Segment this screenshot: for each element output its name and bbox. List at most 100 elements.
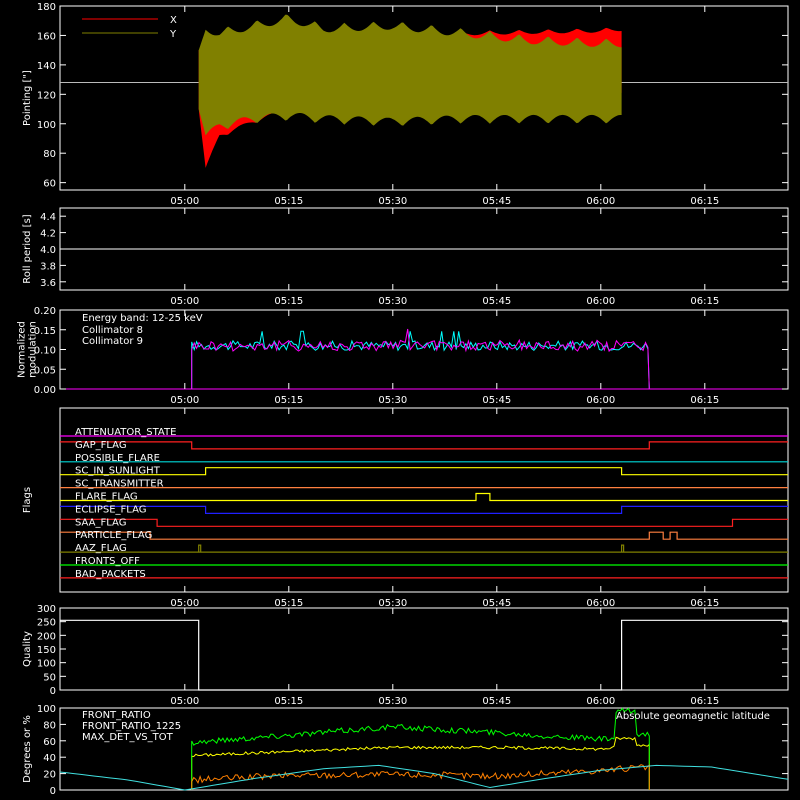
degrees-series-2 — [191, 764, 650, 790]
panel-2-ytick-label-2: 0.10 — [34, 346, 56, 357]
panel-5-ytick-label-2: 40 — [43, 753, 56, 764]
quality-line — [60, 619, 788, 691]
modulation-series-1 — [191, 328, 650, 390]
flag-label-gap_flag: GAP_FLAG — [75, 440, 127, 451]
panel-0-ytick-label-4: 140 — [37, 61, 56, 72]
panel-1-ylabel: Roll period [s] — [22, 214, 33, 283]
panel-0-ytick-label-3: 120 — [37, 90, 56, 101]
panel-5-frame — [59, 707, 789, 791]
panel-4-ytick-label-5: 250 — [37, 618, 56, 629]
panel-4-ytick-label-4: 200 — [37, 631, 56, 642]
panel-0-ytick-label-1: 80 — [43, 149, 56, 160]
flag-line-saa_flag — [60, 518, 788, 527]
flag-label-particle_flag: PARTICLE_FLAG — [75, 530, 152, 541]
panel-3-xtick-label-3: 05:45 — [482, 598, 511, 609]
pointing-legend-label-Y: Y — [169, 29, 177, 40]
panel-4-ytick-label-0: 0 — [50, 686, 56, 697]
panel-0-ylabel: Pointing ["] — [22, 70, 33, 126]
panel-2-xtick-label-2: 05:30 — [378, 395, 407, 406]
flag-label-saa_flag: SAA_FLAG — [75, 517, 126, 528]
flag-label-aaz_flag: AAZ_FLAG — [75, 543, 127, 554]
panel-2-ylabel-1: modulation — [28, 321, 39, 378]
panel-1-xtick-label-0: 05:00 — [170, 296, 199, 307]
flag-line-aaz_flag — [60, 544, 788, 553]
panel-0-xtick-label-3: 05:45 — [482, 196, 511, 207]
panel-4-xtick-label-0: 05:00 — [170, 696, 199, 707]
panel-4-xtick-label-5: 06:15 — [690, 696, 719, 707]
flag-line-particle_flag — [60, 531, 788, 540]
panel-3-xtick-label-2: 05:30 — [378, 598, 407, 609]
degrees-series-1 — [191, 707, 650, 790]
panel-5-ytick-label-3: 60 — [43, 737, 56, 748]
degrees-series-0 — [191, 736, 650, 790]
panel-5-ytick-label-5: 100 — [37, 704, 56, 715]
flag-label-sc_transmitter: SC_TRANSMITTER — [75, 479, 164, 490]
panel-4-ytick-label-2: 100 — [37, 659, 56, 670]
panel-0-ytick-label-6: 180 — [37, 2, 56, 13]
flag-label-fronts_off: FRONTS_OFF — [75, 556, 140, 567]
pointing-legend-label-X: X — [170, 15, 177, 26]
panel-1-ytick-label-1: 3.8 — [40, 261, 56, 272]
panel-0-frame — [59, 5, 789, 191]
panel-2-xtick-label-0: 05:00 — [170, 395, 199, 406]
panel-0-xtick-label-4: 06:00 — [586, 196, 615, 207]
panel-3-xtick-label-5: 06:15 — [690, 598, 719, 609]
panel-4-xtick-label-2: 05:30 — [378, 696, 407, 707]
panel-1-ytick-label-3: 4.2 — [40, 229, 56, 240]
degrees-legend-label-1: FRONT_RATIO_1225 — [82, 721, 181, 732]
degrees-series-3 — [59, 764, 789, 791]
panel-4-xtick-label-1: 05:15 — [274, 696, 303, 707]
panel-0-ytick-label-5: 160 — [37, 31, 56, 42]
panel-1-xtick-label-4: 06:00 — [586, 296, 615, 307]
panel-2-xtick-label-1: 05:15 — [274, 395, 303, 406]
degrees-annotation: Absolute geomagnetic latitude — [616, 711, 770, 722]
panel-1-xtick-label-2: 05:30 — [378, 296, 407, 307]
panel-1-ytick-label-4: 4.4 — [40, 212, 56, 223]
panel-4-ytick-label-3: 150 — [37, 645, 56, 656]
panel-2-ytick-label-0: 0.00 — [34, 385, 56, 396]
panel-1-xtick-label-1: 05:15 — [274, 296, 303, 307]
degrees-legend-label-2: MAX_DET_VS_TOT — [82, 732, 174, 743]
panel-0-xtick-label-1: 05:15 — [274, 196, 303, 207]
pointing-series-Y-band — [198, 14, 622, 136]
degrees-legend-label-0: FRONT_RATIO — [82, 710, 151, 721]
panel-1-ytick-label-0: 3.6 — [40, 278, 56, 289]
flag-label-bad_packets: BAD_PACKETS — [75, 569, 146, 580]
panel-1-xtick-label-5: 06:15 — [690, 296, 719, 307]
panel-5-ytick-label-4: 80 — [43, 720, 56, 731]
modulation-annotation: Energy band: 12-25 keV — [82, 313, 203, 324]
modulation-legend-label-0: Collimator 8 — [82, 325, 143, 336]
panel-4-xtick-label-3: 05:45 — [482, 696, 511, 707]
panel-3-ylabel: Flags — [22, 487, 33, 513]
panel-0-xtick-label-5: 06:15 — [690, 196, 719, 207]
panel-2-ytick-label-4: 0.20 — [34, 306, 56, 317]
panel-2-xtick-label-4: 06:00 — [586, 395, 615, 406]
flag-line-eclipse_flag — [60, 505, 788, 515]
modulation-series-0 — [191, 330, 650, 390]
panel-2-ylabel-0: Normalized — [17, 321, 28, 378]
panel-3-xtick-label-4: 06:00 — [586, 598, 615, 609]
panel-5-ylabel: Degrees or % — [22, 715, 33, 783]
panel-4-ytick-label-1: 50 — [43, 672, 56, 683]
flag-label-eclipse_flag: ECLIPSE_FLAG — [75, 504, 146, 515]
panel-3-xtick-label-1: 05:15 — [274, 598, 303, 609]
panel-0-xtick-label-0: 05:00 — [170, 196, 199, 207]
modulation-legend-label-1: Collimator 9 — [82, 336, 143, 347]
flag-line-flare_flag — [60, 492, 788, 502]
panel-2-ytick-label-1: 0.05 — [34, 365, 56, 376]
flag-label-sc_in_sunlight: SC_IN_SUNLIGHT — [75, 466, 161, 477]
flag-label-flare_flag: FLARE_FLAG — [75, 492, 138, 503]
flag-label-possible_flare: POSSIBLE_FLARE — [75, 453, 160, 464]
panel-4-xtick-label-4: 06:00 — [586, 696, 615, 707]
panel-1-xtick-label-3: 05:45 — [482, 296, 511, 307]
panel-1-ytick-label-2: 4.0 — [40, 245, 56, 256]
panel-2-xtick-label-5: 06:15 — [690, 395, 719, 406]
panel-4-ytick-label-6: 300 — [37, 604, 56, 615]
flag-line-gap_flag — [60, 441, 788, 450]
panel-3-xtick-label-0: 05:00 — [170, 598, 199, 609]
flag-label-attenuator_state: ATTENUATOR_STATE — [75, 427, 176, 438]
panel-5-ytick-label-1: 20 — [43, 770, 56, 781]
flag-line-sc_in_sunlight — [60, 467, 788, 476]
panel-2-ytick-label-3: 0.15 — [34, 326, 56, 337]
